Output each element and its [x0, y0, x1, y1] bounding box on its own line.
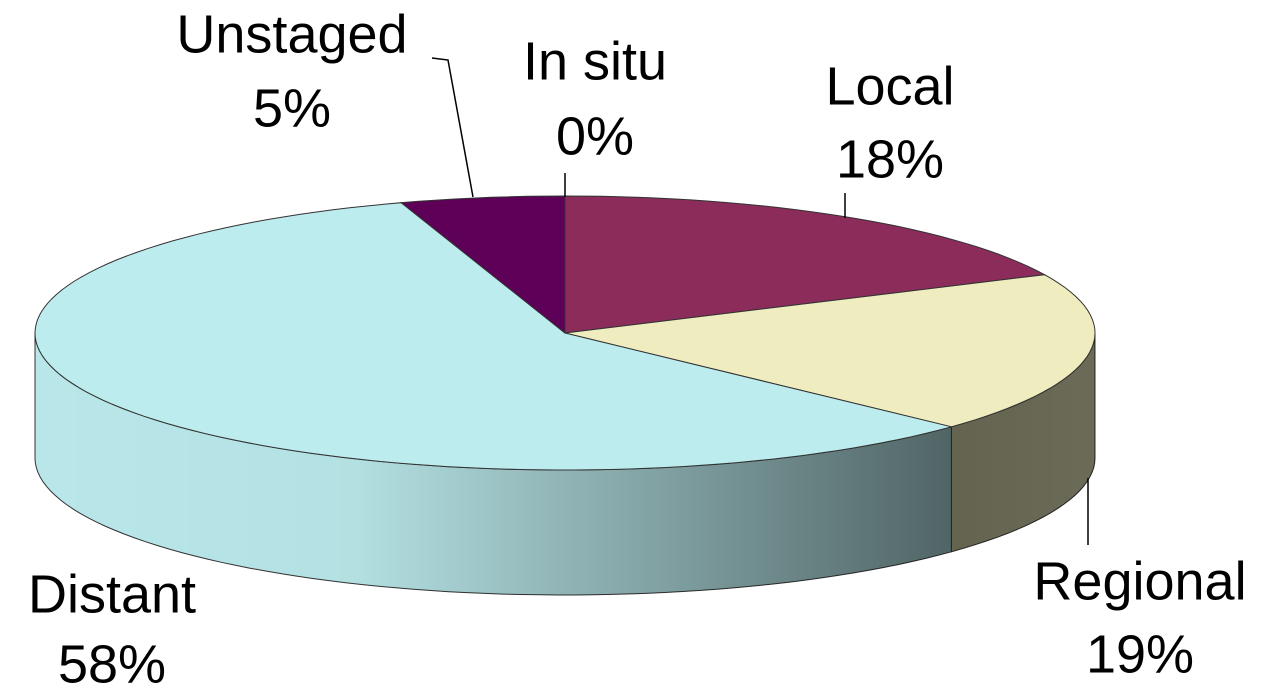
leader-line [431, 57, 474, 198]
slice [564, 195, 1047, 334]
slice-label: Unstaged [176, 4, 407, 64]
slice-value-label: 19% [1086, 624, 1194, 684]
slice-label: Distant [28, 564, 196, 624]
slice-value-label: 58% [58, 634, 166, 694]
slice-value-label: 18% [836, 129, 944, 189]
pie-walls [34, 332, 1096, 596]
pie-tops [34, 195, 1096, 471]
slice-side-shade [951, 333, 1095, 552]
slice [564, 274, 1096, 428]
slice-value-label: 5% [253, 78, 331, 138]
slice-side-shade [35, 333, 952, 595]
slice-value-label: 0% [556, 106, 634, 166]
slice-label: Local [825, 56, 954, 116]
slice-label: In situ [523, 31, 667, 91]
slice [399, 195, 566, 335]
slice-label: Regional [1033, 551, 1246, 611]
labels: In situ 0% Local 18% Regional 19% Distant 58% Un… [28, 4, 1247, 694]
slice [34, 202, 952, 471]
